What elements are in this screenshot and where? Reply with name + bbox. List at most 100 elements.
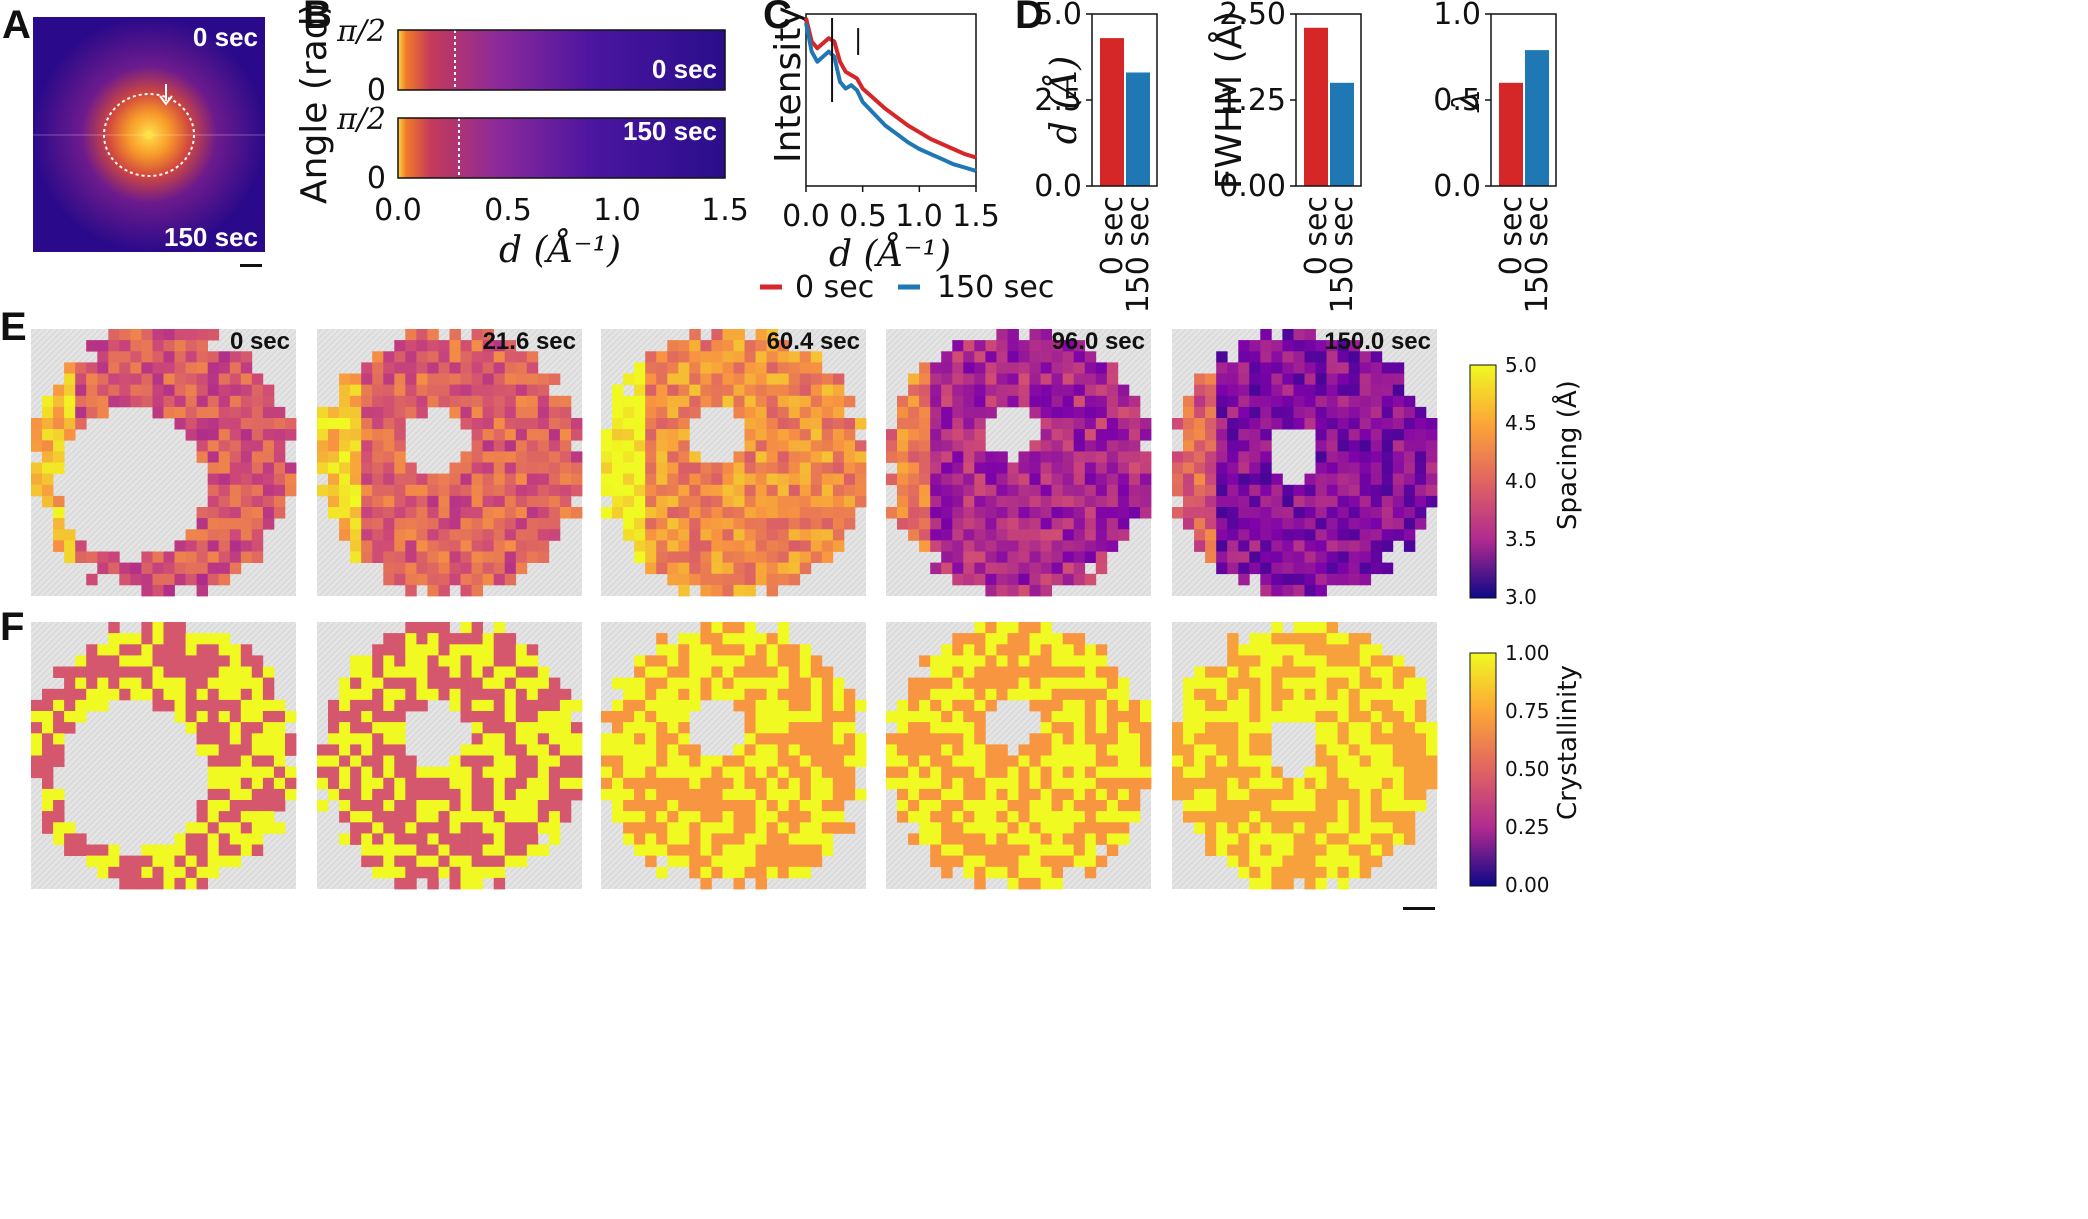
map-pixel — [1084, 351, 1097, 363]
map-pixel — [810, 473, 823, 486]
map-pixel — [537, 507, 550, 519]
map-pixel — [1426, 744, 1438, 756]
panel-label-a: A — [2, 3, 31, 47]
map-pixel — [766, 722, 778, 734]
map-pixel — [394, 573, 406, 586]
map-pixel — [394, 362, 406, 374]
map-pixel — [1337, 473, 1349, 486]
map-pixel — [438, 351, 450, 363]
map-pixel — [1106, 788, 1119, 801]
map-pixel — [985, 800, 997, 812]
map-pixel — [108, 644, 120, 656]
map-pixel — [1205, 722, 1217, 734]
map-pixel — [755, 788, 767, 801]
map-pixel — [372, 688, 384, 701]
map-pixel — [1238, 484, 1250, 497]
map-pixel — [449, 495, 461, 508]
map-pixel — [504, 755, 517, 767]
map-pixel — [119, 644, 131, 656]
map-pixel — [755, 744, 767, 756]
map-pixel — [449, 800, 461, 812]
map-pixel — [645, 744, 657, 756]
map-pixel — [821, 418, 834, 430]
map-pixel — [350, 518, 362, 530]
map-pixel — [832, 495, 845, 508]
map-pixel — [394, 633, 406, 645]
map-pixel — [449, 811, 461, 823]
map-pixel — [571, 484, 583, 497]
map-pixel — [1271, 573, 1283, 586]
map-pixel — [1007, 518, 1019, 530]
map-pixel — [1073, 373, 1086, 385]
map-pixel — [42, 688, 54, 701]
map-pixel — [471, 340, 483, 352]
map-pixel — [1040, 822, 1052, 834]
map-pixel — [733, 766, 745, 779]
map-pixel — [1117, 711, 1130, 723]
map-pixel — [174, 655, 186, 667]
map-pixel — [612, 484, 624, 497]
map-pixel — [471, 473, 483, 486]
map-pixel — [174, 362, 186, 374]
map-pixel — [515, 518, 528, 530]
map-pixel — [482, 440, 494, 452]
map-pixel — [1249, 406, 1261, 419]
map-pixel — [810, 507, 823, 519]
map-pixel — [1238, 507, 1250, 519]
map-pixel — [1370, 518, 1383, 530]
map-pixel — [667, 540, 679, 552]
map-pixel — [689, 755, 701, 767]
map-pixel — [908, 777, 920, 790]
map-pixel — [1029, 766, 1041, 779]
map-pixel — [207, 800, 220, 812]
map-pixel — [843, 440, 856, 452]
map-pixel — [504, 384, 517, 397]
map-pixel — [810, 429, 823, 441]
map-pixel — [1062, 429, 1075, 441]
map-pixel — [1381, 800, 1394, 812]
map-pixel — [548, 766, 561, 779]
map-pixel — [656, 800, 668, 812]
map-pixel — [75, 418, 87, 430]
map-pixel — [1216, 844, 1228, 856]
map-pixel — [64, 406, 76, 419]
map-pixel — [53, 384, 65, 397]
map-pixel — [1249, 711, 1261, 723]
map-pixel — [251, 677, 264, 690]
map-pixel — [1205, 777, 1217, 790]
map-pixel — [449, 362, 461, 374]
map-pixel — [1337, 744, 1349, 756]
map-pixel — [1392, 395, 1405, 408]
map-pixel — [504, 844, 517, 856]
map-pixel — [1095, 384, 1108, 397]
map-pixel — [42, 744, 54, 756]
map-pixel — [777, 622, 790, 634]
map-pixel — [667, 462, 679, 474]
map-pixel — [339, 688, 351, 701]
map-pixel — [1062, 462, 1075, 474]
map-pixel — [930, 833, 942, 845]
map-pixel — [526, 473, 539, 486]
time-label: 21.6 sec — [483, 328, 576, 355]
map-pixel — [985, 622, 997, 634]
map-pixel — [438, 373, 450, 385]
map-pixel — [317, 484, 329, 497]
map-pixel — [482, 744, 494, 756]
map-pixel — [788, 855, 801, 868]
map-pixel — [744, 722, 756, 734]
map-pixel — [930, 800, 942, 812]
map-pixel — [339, 429, 351, 441]
map-pixel — [1095, 711, 1108, 723]
map-pixel — [612, 766, 624, 779]
map-pixel — [526, 744, 539, 756]
map-pixel — [1040, 644, 1052, 656]
map-pixel — [285, 711, 297, 723]
map-pixel — [667, 562, 679, 575]
map-pixel — [427, 384, 439, 397]
map-pixel — [174, 644, 186, 656]
map-pixel — [1293, 351, 1305, 363]
map-pixel — [548, 406, 561, 419]
map-pixel — [930, 529, 942, 541]
map-pixel — [1073, 744, 1086, 756]
map-pixel — [700, 540, 712, 552]
